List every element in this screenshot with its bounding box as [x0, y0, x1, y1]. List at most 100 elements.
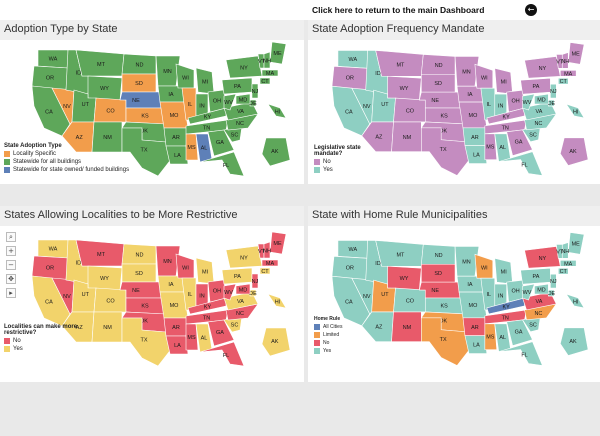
- state-ga[interactable]: [207, 319, 235, 347]
- state-nj[interactable]: [251, 273, 259, 289]
- state-md[interactable]: [534, 93, 549, 105]
- state-la[interactable]: [165, 145, 189, 165]
- state-ga[interactable]: [207, 129, 235, 157]
- state-label: MT: [397, 62, 406, 68]
- arrow-left-icon[interactable]: ←: [525, 4, 537, 16]
- state-nj[interactable]: [251, 83, 259, 99]
- legend-item[interactable]: No: [4, 338, 84, 344]
- pan-icon[interactable]: ✥: [6, 274, 16, 284]
- state-ma[interactable]: [261, 69, 279, 77]
- search-icon[interactable]: ⌕: [6, 232, 16, 242]
- state-ky[interactable]: [187, 107, 227, 125]
- state-label: SC: [231, 133, 239, 139]
- us-map[interactable]: WA OR CA NV ID MT WY UT AZ CO NM ND SD NE KS OK TX MN IA MO…: [330, 42, 598, 177]
- legend-item[interactable]: Statewide for all buildings: [4, 159, 154, 165]
- state-hi[interactable]: [565, 293, 585, 309]
- state-az[interactable]: [61, 311, 95, 343]
- state-ky[interactable]: [187, 297, 227, 315]
- state-la[interactable]: [464, 335, 488, 354]
- state-hi[interactable]: [267, 103, 287, 119]
- legend-swatch: [314, 348, 320, 354]
- state-me[interactable]: [567, 42, 585, 65]
- state-ak[interactable]: [559, 137, 589, 166]
- us-map[interactable]: WA OR CA NV ID MT WY UT AZ CO NM ND SD NE KS OK TX MN IA MO…: [330, 232, 598, 367]
- state-nj[interactable]: [550, 83, 557, 99]
- state-ct[interactable]: [259, 267, 271, 275]
- state-az[interactable]: [361, 121, 394, 152]
- state-wv[interactable]: [522, 93, 535, 111]
- panel-title: State with Home Rule Municipalities: [312, 209, 488, 221]
- state-nh[interactable]: [263, 51, 271, 69]
- state-tx[interactable]: [421, 317, 472, 366]
- state-ma[interactable]: [559, 259, 577, 267]
- state-ne[interactable]: [418, 281, 462, 299]
- state-ms[interactable]: [484, 323, 498, 350]
- state-ct[interactable]: [557, 267, 569, 275]
- state-ct[interactable]: [259, 77, 271, 85]
- state-me[interactable]: [567, 232, 585, 255]
- state-tx[interactable]: [121, 317, 173, 367]
- state-label: VT: [258, 249, 266, 255]
- zoom-out-icon[interactable]: −: [6, 260, 16, 270]
- us-map[interactable]: WA OR CA NV ID MT WY UT AZ CO NM ND SD NE KS OK TX MN IA MO…: [30, 232, 300, 367]
- legend-item[interactable]: Statewide for state owned/ funded buildi…: [4, 167, 154, 173]
- state-wv[interactable]: [522, 283, 535, 301]
- state-label: LA: [174, 343, 181, 349]
- state-wv[interactable]: [223, 93, 237, 111]
- state-fl[interactable]: [498, 151, 543, 176]
- state-hi[interactable]: [565, 103, 585, 119]
- state-fl[interactable]: [199, 341, 245, 367]
- state-label: ID: [375, 71, 381, 77]
- state-la[interactable]: [165, 335, 189, 355]
- state-ne[interactable]: [119, 91, 163, 109]
- state-ct[interactable]: [557, 77, 569, 85]
- state-md[interactable]: [235, 283, 251, 295]
- state-ak[interactable]: [261, 137, 291, 167]
- state-ky[interactable]: [486, 107, 525, 125]
- state-fl[interactable]: [498, 341, 543, 366]
- state-label: OK: [439, 128, 447, 134]
- legend-item[interactable]: Locality Specific: [4, 151, 154, 157]
- state-ky[interactable]: [486, 297, 525, 315]
- legend-item[interactable]: No: [314, 340, 364, 346]
- state-ms[interactable]: [484, 133, 498, 160]
- legend-item[interactable]: No: [314, 159, 374, 165]
- zoom-in-icon[interactable]: +: [6, 246, 16, 256]
- state-ne[interactable]: [119, 281, 163, 299]
- state-md[interactable]: [235, 93, 251, 105]
- state-nh[interactable]: [561, 242, 569, 259]
- legend-item[interactable]: Yes: [4, 346, 84, 352]
- play-icon[interactable]: ▸: [6, 288, 16, 298]
- state-ms[interactable]: [185, 323, 199, 351]
- state-tx[interactable]: [421, 127, 472, 176]
- legend-item[interactable]: Yes: [314, 348, 364, 354]
- state-label: NY: [240, 66, 248, 72]
- legend-item[interactable]: Yes: [314, 167, 374, 173]
- state-az[interactable]: [361, 311, 394, 342]
- state-la[interactable]: [464, 145, 488, 164]
- state-nh[interactable]: [561, 52, 569, 69]
- state-az[interactable]: [61, 121, 95, 153]
- state-ga[interactable]: [506, 319, 533, 347]
- state-nj[interactable]: [550, 273, 557, 289]
- state-me[interactable]: [269, 42, 287, 65]
- us-map[interactable]: WA OR CA NV ID MT WY UT AZ CO NM ND SD NE KS OK TX MN IA MO…: [30, 42, 300, 177]
- state-wv[interactable]: [223, 283, 237, 301]
- state-nh[interactable]: [263, 241, 271, 259]
- state-tx[interactable]: [121, 127, 173, 177]
- state-me[interactable]: [269, 232, 287, 255]
- state-label: TN: [502, 315, 509, 321]
- state-ga[interactable]: [506, 129, 533, 157]
- state-ak[interactable]: [559, 327, 589, 356]
- state-ne[interactable]: [418, 91, 462, 109]
- return-dashboard-link[interactable]: Click here to return to the main Dashboa…: [312, 5, 485, 15]
- state-ma[interactable]: [559, 69, 577, 77]
- state-ms[interactable]: [185, 133, 199, 161]
- legend-item[interactable]: All Cities: [314, 324, 364, 330]
- state-fl[interactable]: [199, 151, 245, 177]
- state-hi[interactable]: [267, 293, 287, 309]
- state-ma[interactable]: [261, 259, 279, 267]
- legend-item[interactable]: Limited: [314, 332, 364, 338]
- state-ak[interactable]: [261, 327, 291, 357]
- state-md[interactable]: [534, 283, 549, 295]
